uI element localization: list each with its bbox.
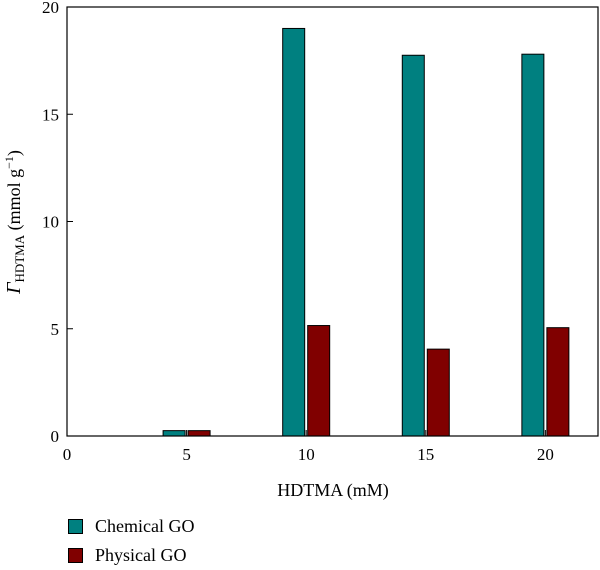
legend-label-chemical-go: Chemical GO bbox=[95, 516, 195, 536]
legend-swatch-physical-go bbox=[68, 548, 83, 563]
y-tick-label: 0 bbox=[51, 427, 60, 446]
x-tick-label: 5 bbox=[182, 445, 191, 464]
y-tick-label: 5 bbox=[51, 320, 60, 339]
bar-chemical-go-10 bbox=[282, 27, 306, 437]
y-axis-title-unit-sup: −1 bbox=[2, 156, 16, 169]
bar-physical-go-15 bbox=[426, 348, 450, 437]
x-tick-label: 10 bbox=[298, 445, 315, 464]
bar-chemical-go-20 bbox=[521, 53, 545, 437]
legend-label-physical-go: Physical GO bbox=[95, 545, 187, 565]
bar-physical-go-10 bbox=[307, 325, 331, 437]
y-axis-title-symbol: Γ bbox=[3, 281, 25, 295]
bar-chart: 0 5 10 15 20 0 5 10 15 20 HDTMA (mM) ΓHDTMA (mmo… bbox=[2, 0, 599, 501]
x-axis-ticks: 0 5 10 15 20 bbox=[63, 430, 554, 464]
legend-item-physical-go: Physical GO bbox=[68, 541, 194, 570]
bar-chemical-go-15 bbox=[401, 54, 425, 437]
x-tick-label: 20 bbox=[537, 445, 554, 464]
y-axis-title: ΓHDTMA (mmol g−1) bbox=[2, 150, 27, 295]
y-tick-label: 15 bbox=[42, 105, 59, 124]
bar-chemical-go-5 bbox=[162, 430, 186, 437]
bar-physical-go-5 bbox=[187, 430, 211, 437]
y-axis-title-unit: (mmol g bbox=[4, 169, 25, 235]
y-tick-label: 10 bbox=[42, 213, 59, 232]
bars-group bbox=[162, 27, 570, 437]
y-axis-title-subscript: HDTMA bbox=[12, 234, 27, 282]
legend-swatch-chemical-go bbox=[68, 519, 83, 534]
y-axis-title-unit-close: ) bbox=[4, 150, 25, 156]
y-tick-label: 20 bbox=[42, 0, 59, 17]
x-tick-label: 0 bbox=[63, 445, 72, 464]
x-axis-title: HDTMA (mM) bbox=[277, 480, 389, 501]
legend-item-chemical-go: Chemical GO bbox=[68, 512, 194, 541]
bar-physical-go-20 bbox=[546, 327, 570, 437]
legend: Chemical GO Physical GO bbox=[68, 512, 194, 570]
plot-area-frame bbox=[66, 6, 599, 437]
y-axis-ticks: 0 5 10 15 20 bbox=[42, 0, 73, 446]
x-tick-label: 15 bbox=[417, 445, 434, 464]
